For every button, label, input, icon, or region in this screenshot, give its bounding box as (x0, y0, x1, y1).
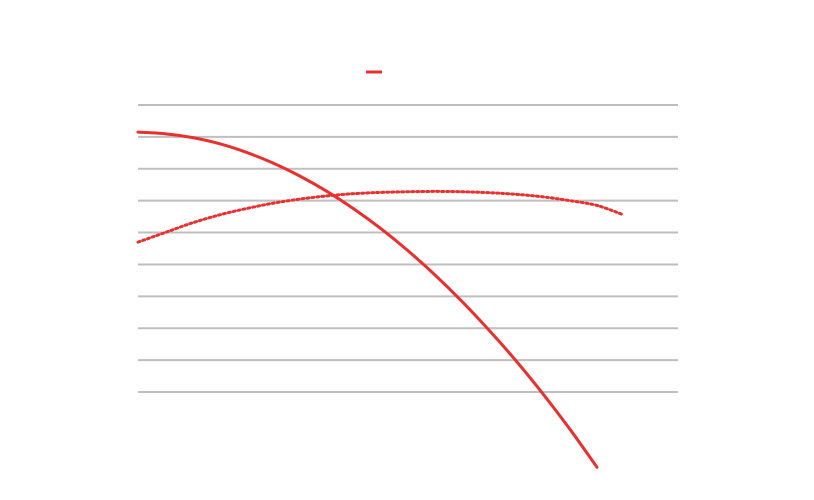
series-line-2 (136, 189, 626, 244)
series-line-1 (136, 130, 599, 469)
gridlines (138, 104, 678, 393)
series-lines (136, 130, 626, 469)
